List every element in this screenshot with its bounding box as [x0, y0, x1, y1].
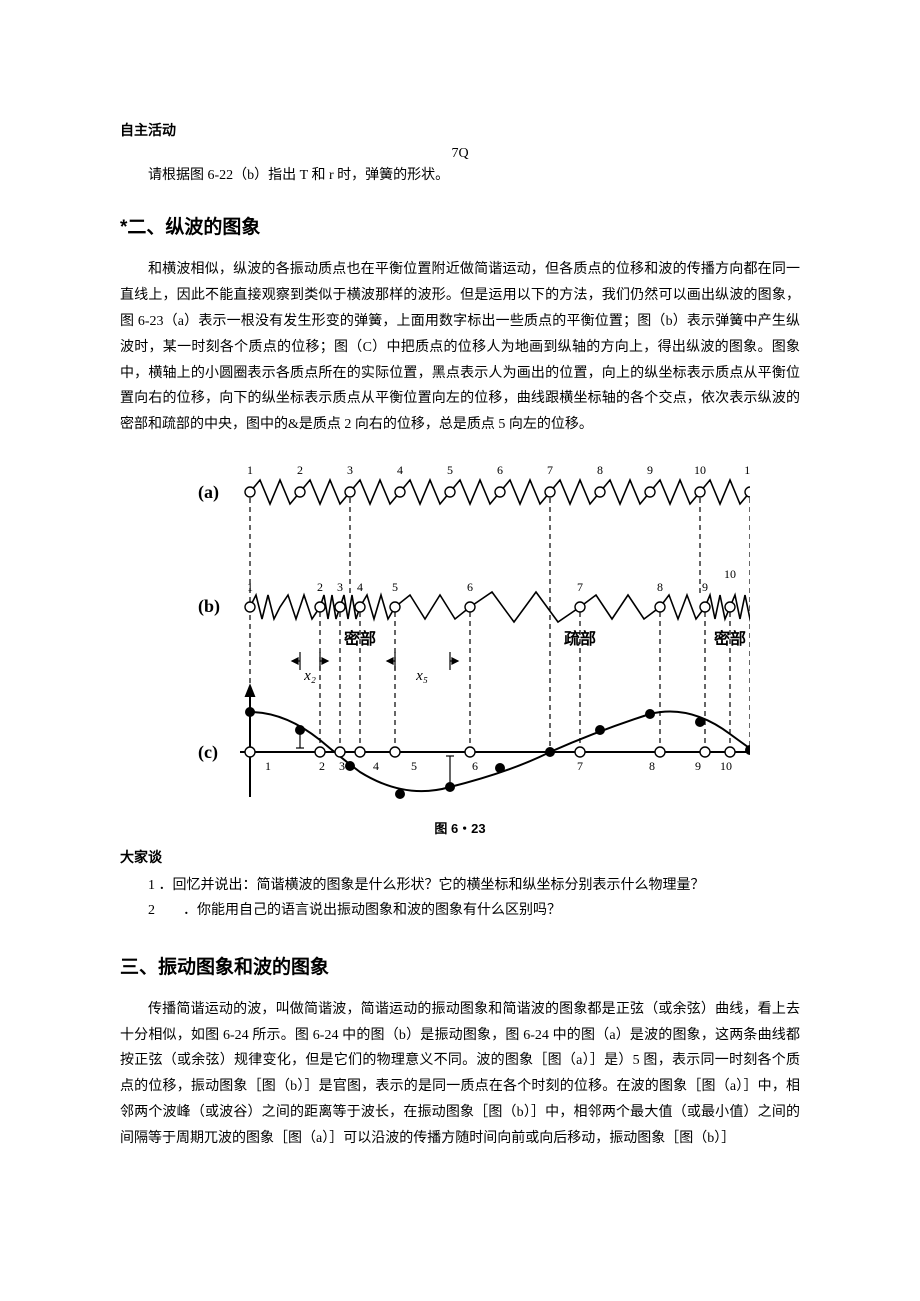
row-a-numbers: 1 2 3 4 5 6 7 8 9 10 11: [247, 463, 750, 477]
svg-text:4: 4: [397, 463, 403, 477]
discuss-item-1: 1 ．回忆并说出：简谐横波的图象是什么形状？它的横坐标和纵坐标分别表示什么物理量…: [120, 873, 800, 898]
svg-text:7: 7: [577, 759, 583, 773]
svg-text:1: 1: [265, 759, 271, 773]
x2-label: x₂: [303, 668, 316, 684]
svg-text:9: 9: [695, 759, 701, 773]
discuss-item-2: 2 ．你能用自己的语言说出振动图象和波的图象有什么区别吗？: [120, 898, 800, 923]
svg-text:5: 5: [447, 463, 453, 477]
activity-instruction: 请根据图 6-22（b）指出 T 和 r 时，弹簧的形状。: [120, 164, 800, 184]
section-2-paragraph: 和横波相似，纵波的各振动质点也在平衡位置附近做简谐运动，但各质点的位移和波的传播…: [120, 257, 800, 438]
svg-text:2: 2: [319, 759, 325, 773]
svg-text:10: 10: [724, 567, 736, 581]
row-b-numbers: 123 456 789 1011: [247, 567, 750, 594]
figure-caption: 图 6・23: [120, 818, 800, 837]
dashed-guides: [250, 498, 750, 752]
svg-text:6: 6: [467, 580, 473, 594]
svg-text:6: 6: [472, 759, 478, 773]
svg-text:4: 4: [357, 580, 363, 594]
svg-text:11: 11: [749, 580, 750, 594]
section-3-paragraph: 传播简谐运动的波，叫做简谐波，简谐运动的振动图象和简谐波的图象都是正弦（或余弦）…: [120, 997, 800, 1152]
svg-text:11: 11: [749, 759, 750, 773]
row-b-label: (b): [198, 596, 220, 617]
svg-text:7: 7: [547, 463, 553, 477]
x5-label: x₅: [415, 668, 428, 684]
svg-text:8: 8: [649, 759, 655, 773]
longitudinal-wave-diagram: (a) 123 456 789 1011: [170, 452, 750, 812]
svg-text:3: 3: [339, 759, 345, 773]
row-c-label: (c): [198, 742, 218, 763]
activity-header: 自主活动: [120, 120, 800, 140]
document-page: 自主活动 7Q 请根据图 6-22（b）指出 T 和 r 时，弹簧的形状。 *二…: [0, 0, 920, 1198]
section-2-title: *二、纵波的图象: [120, 212, 800, 239]
activity-sub: 7Q: [120, 146, 800, 162]
svg-text:4: 4: [373, 759, 379, 773]
svg-text:1: 1: [247, 580, 253, 594]
svg-text:8: 8: [657, 580, 663, 594]
svg-text:10: 10: [720, 759, 732, 773]
svg-text:10: 10: [694, 463, 706, 477]
svg-text:1: 1: [247, 463, 253, 477]
svg-text:2: 2: [317, 580, 323, 594]
svg-text:9: 9: [702, 580, 708, 594]
svg-text:6: 6: [497, 463, 503, 477]
svg-text:2: 2: [297, 463, 303, 477]
svg-text:5: 5: [392, 580, 398, 594]
svg-text:3: 3: [337, 580, 343, 594]
discuss-header: 大家谈: [120, 847, 800, 867]
svg-text:11: 11: [744, 463, 750, 477]
svg-text:7: 7: [577, 580, 583, 594]
section-3-title: 三、振动图象和波的图象: [120, 952, 800, 979]
svg-text:9: 9: [647, 463, 653, 477]
row-a-label: (a): [198, 482, 219, 503]
figure-6-23: (a) 123 456 789 1011: [120, 452, 800, 812]
svg-text:8: 8: [597, 463, 603, 477]
svg-text:3: 3: [347, 463, 353, 477]
svg-text:5: 5: [411, 759, 417, 773]
